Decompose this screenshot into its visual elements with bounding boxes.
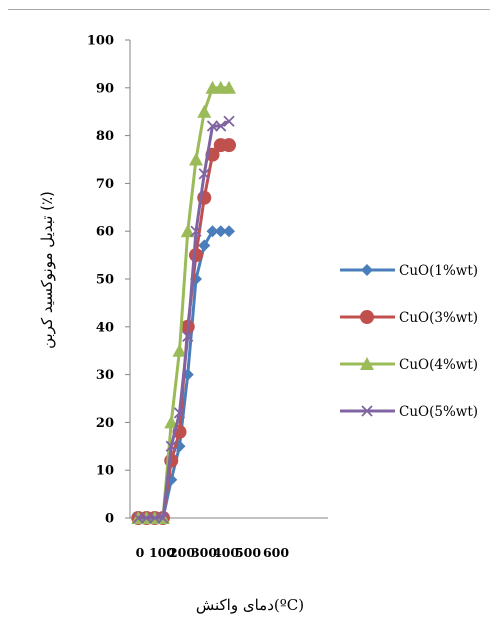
x-tick-label: 500 bbox=[235, 545, 261, 560]
legend-item-3: CuO(4%wt) bbox=[340, 357, 478, 373]
y-tick-label: 60 bbox=[96, 225, 114, 240]
y-axis-label: تبدیل مونوکسید کربن (٪) bbox=[38, 191, 56, 349]
data-point-diamond bbox=[198, 239, 211, 252]
y-tick-label: 70 bbox=[96, 177, 114, 192]
data-point-x-b bbox=[140, 512, 153, 524]
y-tick-label: 0 bbox=[105, 512, 114, 527]
data-point-circle bbox=[360, 310, 374, 324]
data-point-diamond bbox=[223, 225, 235, 238]
data-point-x-b bbox=[173, 407, 186, 419]
x-tick-label: 0 bbox=[136, 545, 145, 560]
data-point-triangle bbox=[197, 104, 212, 118]
data-point-x-b bbox=[165, 440, 177, 452]
data-point-diamond bbox=[206, 225, 219, 238]
data-point-diamond bbox=[214, 225, 227, 238]
legend-item-2: CuO(3%wt) bbox=[340, 310, 478, 326]
data-point-triangle bbox=[180, 224, 195, 238]
y-tick-label: 10 bbox=[96, 464, 114, 479]
legend-label: CuO(5%wt) bbox=[399, 404, 478, 420]
y-tick-label: 20 bbox=[96, 416, 114, 431]
data-point-x-b bbox=[182, 330, 194, 342]
data-point-x-b bbox=[206, 120, 219, 132]
y-tick-label: 40 bbox=[96, 320, 114, 335]
data-point-x-b bbox=[149, 512, 161, 524]
legend-label: CuO(4%wt) bbox=[399, 357, 478, 373]
x-tick-label: 100 bbox=[149, 545, 175, 560]
x-tick-label: 400 bbox=[213, 545, 239, 560]
y-tick-label: 50 bbox=[96, 273, 114, 288]
series-4 bbox=[132, 115, 235, 524]
series-line bbox=[138, 119, 230, 520]
data-point-x-b bbox=[215, 120, 227, 132]
data-point-triangle bbox=[189, 152, 203, 166]
legend-label: CuO(3%wt) bbox=[399, 310, 478, 326]
x-tick-label: 600 bbox=[263, 545, 289, 560]
data-point-x-b bbox=[157, 512, 169, 524]
data-point-x-b bbox=[132, 512, 144, 524]
data-point-triangle bbox=[172, 343, 187, 357]
legend-item-1: CuO(1%wt) bbox=[340, 263, 478, 279]
x-axis-label: دمای واکنش(ºC) bbox=[195, 596, 305, 614]
chart-series bbox=[131, 80, 236, 525]
data-point-circle bbox=[222, 138, 236, 153]
y-axis-label-box: تبدیل مونوکسید کربن (٪) bbox=[37, 191, 57, 349]
data-point-x-b bbox=[223, 115, 235, 127]
y-tick-label: 80 bbox=[96, 129, 114, 144]
chart-legend: CuO(1%wt) CuO(3%wt) CuO(4%wt) CuO(5%wt) bbox=[340, 263, 478, 420]
data-point-triangle bbox=[164, 415, 179, 429]
x-tick-label: 300 bbox=[191, 545, 217, 560]
data-point-x-b bbox=[190, 225, 202, 237]
data-point-x-b bbox=[361, 405, 373, 417]
x-tick-label: 200 bbox=[169, 545, 195, 560]
data-point-x-b bbox=[198, 168, 210, 180]
legend-item-4: CuO(5%wt) bbox=[340, 404, 478, 420]
legend-label: CuO(1%wt) bbox=[399, 263, 478, 279]
y-tick-label: 90 bbox=[96, 81, 114, 96]
y-tick-label: 100 bbox=[87, 34, 114, 49]
data-point-triangle bbox=[222, 80, 236, 94]
top-divider bbox=[8, 9, 490, 10]
data-point-diamond bbox=[361, 264, 373, 276]
y-tick-label: 30 bbox=[96, 368, 114, 383]
data-point-triangle bbox=[360, 357, 374, 370]
